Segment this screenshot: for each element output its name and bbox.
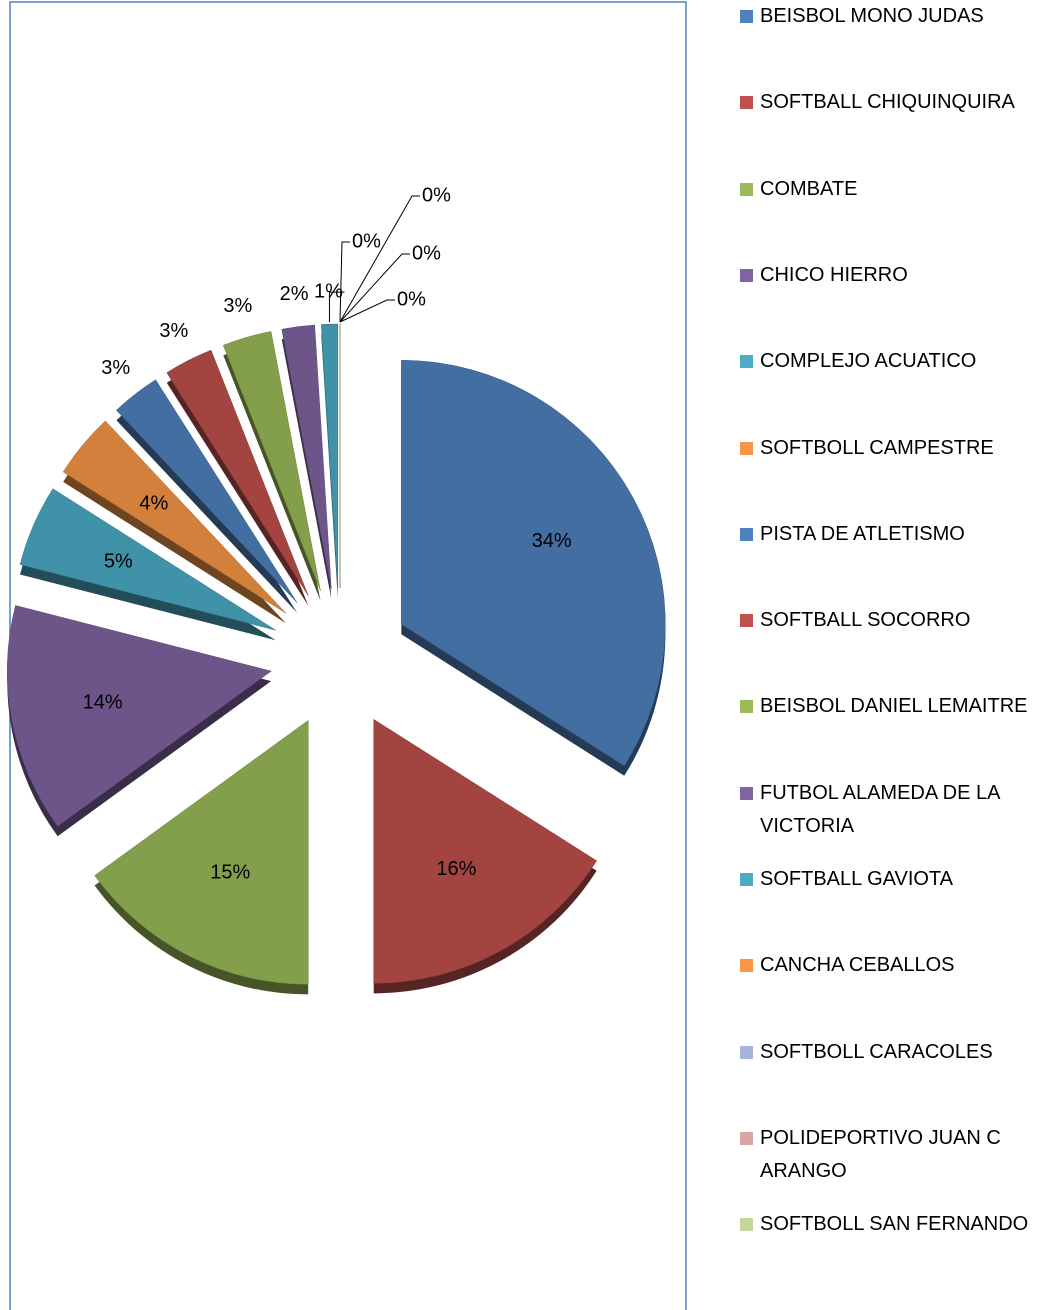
legend-label: BEISBOL MONO JUDAS: [760, 5, 984, 27]
legend-entry: SOFTBALL CHIQUINQUIRA: [740, 86, 1052, 119]
legend-entry: SOFTBOLL SAN FERNANDO: [740, 1208, 1052, 1241]
legend-swatch: [740, 1131, 753, 1145]
data-label: 0%: [412, 242, 441, 264]
data-label: 3%: [101, 357, 130, 379]
chart: 34% 16% 15% 14% 5% 4% 3% 3% 3% 2% 1% 0% 0% 0% 0%: [6, 1, 687, 1310]
data-label: 15%: [210, 862, 250, 884]
legend-entry: CHICO HIERRO: [740, 259, 1052, 292]
legend-entry: POLIDEPORTIVO JUAN C ARANGO: [740, 1122, 1052, 1188]
legend-label: SOFTBALL CHIQUINQUIRA: [760, 91, 1015, 114]
legend-swatch: [740, 786, 753, 800]
legend-entry: SOFTBOLL CAMPESTRE: [740, 432, 1052, 465]
legend-label: COMPLEJO ACUATICO: [760, 350, 977, 373]
legend-entry: COMBATE: [740, 173, 1052, 206]
leader-line: [339, 299, 395, 323]
data-label: 14%: [83, 692, 123, 714]
legend-entry: FUTBOL ALAMEDA DE LA VICTORIA: [740, 777, 1052, 843]
slice: [401, 360, 666, 767]
legend-label: SOFTBOLL CAMPESTRE: [760, 436, 994, 459]
data-label: 1%: [314, 280, 343, 302]
legend-swatch: [740, 355, 753, 369]
data-label: 34%: [532, 530, 572, 552]
slice: [166, 349, 309, 596]
slice: [281, 324, 332, 589]
legend-label: SOFTBOLL SAN FERNANDO: [760, 1213, 1029, 1236]
data-label: 3%: [159, 320, 188, 342]
data-label: 0%: [422, 184, 451, 206]
slice: [116, 379, 298, 603]
legend-swatch: [740, 873, 753, 886]
data-label: 4%: [139, 492, 168, 514]
leader-line: [328, 291, 345, 323]
legend-entry: SOFTBALL GAVIOTA: [740, 863, 1052, 896]
legend-swatch: [740, 441, 753, 455]
legend-label: CANCHA CEBALLOS: [760, 954, 955, 977]
legend-entry: COMPLEJO ACUATICO: [740, 345, 1052, 378]
legend-swatch: [740, 268, 753, 282]
legend-label: PISTA DE ATLETISMO: [760, 522, 965, 545]
legend-swatch: [740, 700, 753, 714]
data-label: 0%: [352, 230, 381, 252]
legend-label: POLIDEPORTIVO JUAN C ARANGO: [760, 1126, 1001, 1182]
legend-swatch: [740, 182, 753, 196]
legend-swatch: [740, 1045, 753, 1059]
legend-swatch: [740, 96, 753, 110]
slice: [373, 718, 597, 984]
legend-swatch: [740, 614, 753, 628]
legend-label: CHICO HIERRO: [760, 263, 908, 286]
legend-label: SOFTBALL SOCORRO: [760, 609, 971, 632]
leader-line: [339, 195, 420, 323]
legend-swatch: [740, 527, 753, 541]
legend-entry: SOFTBALL SOCORRO: [740, 604, 1052, 637]
data-label: 0%: [397, 288, 426, 310]
data-label: 16%: [436, 858, 476, 880]
legend-swatch: [740, 10, 753, 23]
legend-entry: BEISBOL DANIEL LEMAITRE: [740, 690, 1052, 723]
legend-label: SOFTBALL GAVIOTA: [760, 868, 954, 890]
leader-line: [339, 241, 350, 323]
leader-line: [339, 253, 410, 323]
data-label: 5%: [104, 550, 133, 572]
slice: [19, 488, 276, 631]
slice: [94, 719, 309, 985]
legend-entry: PISTA DE ATLETISMO: [740, 518, 1052, 551]
legend-entry: SOFTBOLL CARACOLES: [740, 1036, 1052, 1069]
legend-swatch: [740, 959, 753, 973]
slice-side: [281, 335, 332, 599]
legend-entry: CANCHA CEBALLOS: [740, 949, 1052, 982]
data-label: 2%: [280, 283, 309, 305]
legend-label: FUTBOL ALAMEDA DE LA VICTORIA: [760, 781, 1000, 837]
slice: [6, 605, 272, 827]
legend-swatch: [740, 1218, 753, 1232]
data-label: 3%: [223, 295, 252, 317]
slice: [320, 323, 339, 589]
slice: [222, 331, 321, 591]
legend-label: BEISBOL DANIEL LEMAITRE: [760, 695, 1028, 718]
slice: [62, 420, 287, 614]
legend-label: SOFTBOLL CARACOLES: [760, 1040, 993, 1063]
legend-label: COMBATE: [760, 177, 858, 200]
legend-entry: BEISBOL MONO JUDAS: [740, 0, 1052, 33]
